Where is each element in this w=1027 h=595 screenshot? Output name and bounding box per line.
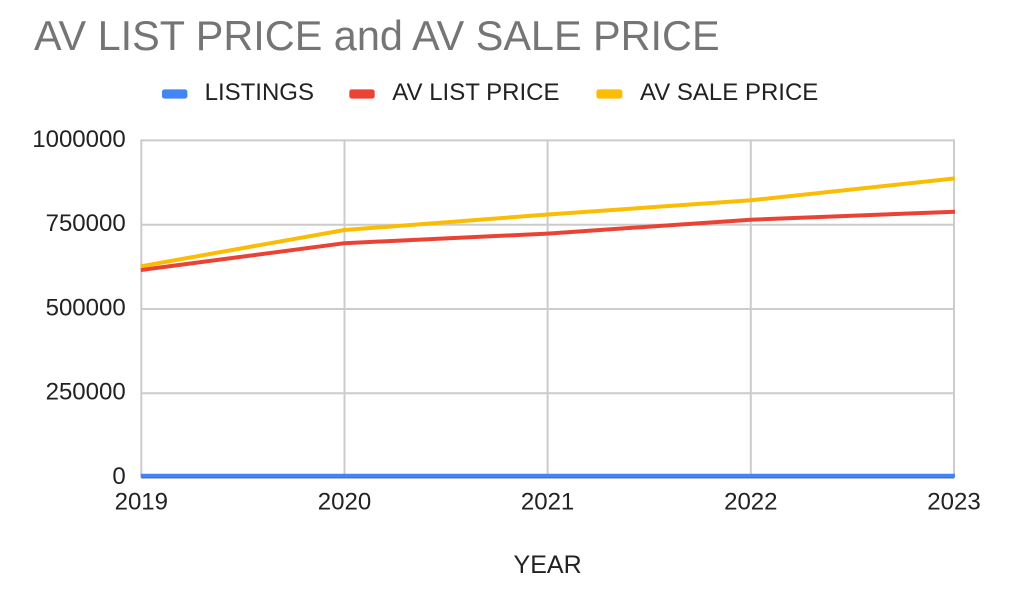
svg-text:YEAR: YEAR	[514, 551, 582, 579]
svg-text:250000: 250000	[46, 379, 126, 406]
svg-text:AV SALE PRICE: AV SALE PRICE	[640, 79, 818, 106]
svg-text:500000: 500000	[46, 295, 126, 322]
svg-text:1000000: 1000000	[32, 126, 125, 153]
svg-text:2020: 2020	[318, 489, 371, 516]
svg-text:AV LIST PRICE and AV SALE PRIC: AV LIST PRICE and AV SALE PRICE	[34, 13, 720, 59]
svg-text:2022: 2022	[724, 489, 777, 516]
svg-text:2019: 2019	[115, 489, 168, 516]
svg-text:0: 0	[112, 463, 125, 490]
svg-text:750000: 750000	[46, 210, 126, 237]
svg-text:2023: 2023	[927, 489, 980, 516]
svg-text:LISTINGS: LISTINGS	[205, 79, 314, 106]
svg-text:AV LIST PRICE: AV LIST PRICE	[392, 79, 559, 106]
svg-text:2021: 2021	[521, 489, 574, 516]
